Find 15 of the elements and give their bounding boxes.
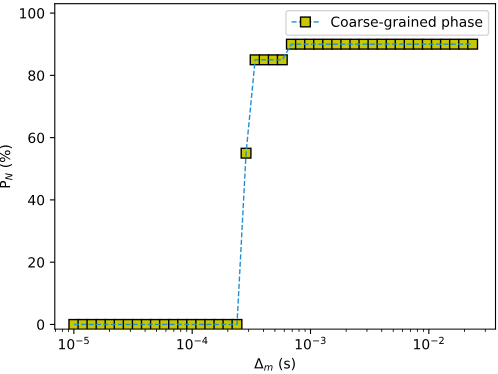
x-tick-label: 10$^{−4}$ <box>177 336 208 350</box>
x-tick-label: 10$^{−3}$ <box>296 336 326 350</box>
x-tick-label: 10$^{−2}$ <box>414 336 444 350</box>
y-tick-label: 80 <box>28 70 44 81</box>
x-tick-label: 10$^{−5}$ <box>59 336 89 350</box>
y-tick-label: 20 <box>28 257 44 268</box>
y-tick-label: 60 <box>28 132 44 144</box>
point <box>467 38 478 50</box>
legend-label: Coarse-grained phase <box>331 16 482 30</box>
y-tick-label: 0 <box>37 319 44 330</box>
y-axis-title: P$_{N}$ (%) <box>0 145 12 188</box>
x-axis-title: Δ$_{m}$ (s) <box>254 358 295 371</box>
y-tick-label: 100 <box>20 8 44 19</box>
y-tick-label: 40 <box>28 194 44 206</box>
point <box>240 148 252 159</box>
